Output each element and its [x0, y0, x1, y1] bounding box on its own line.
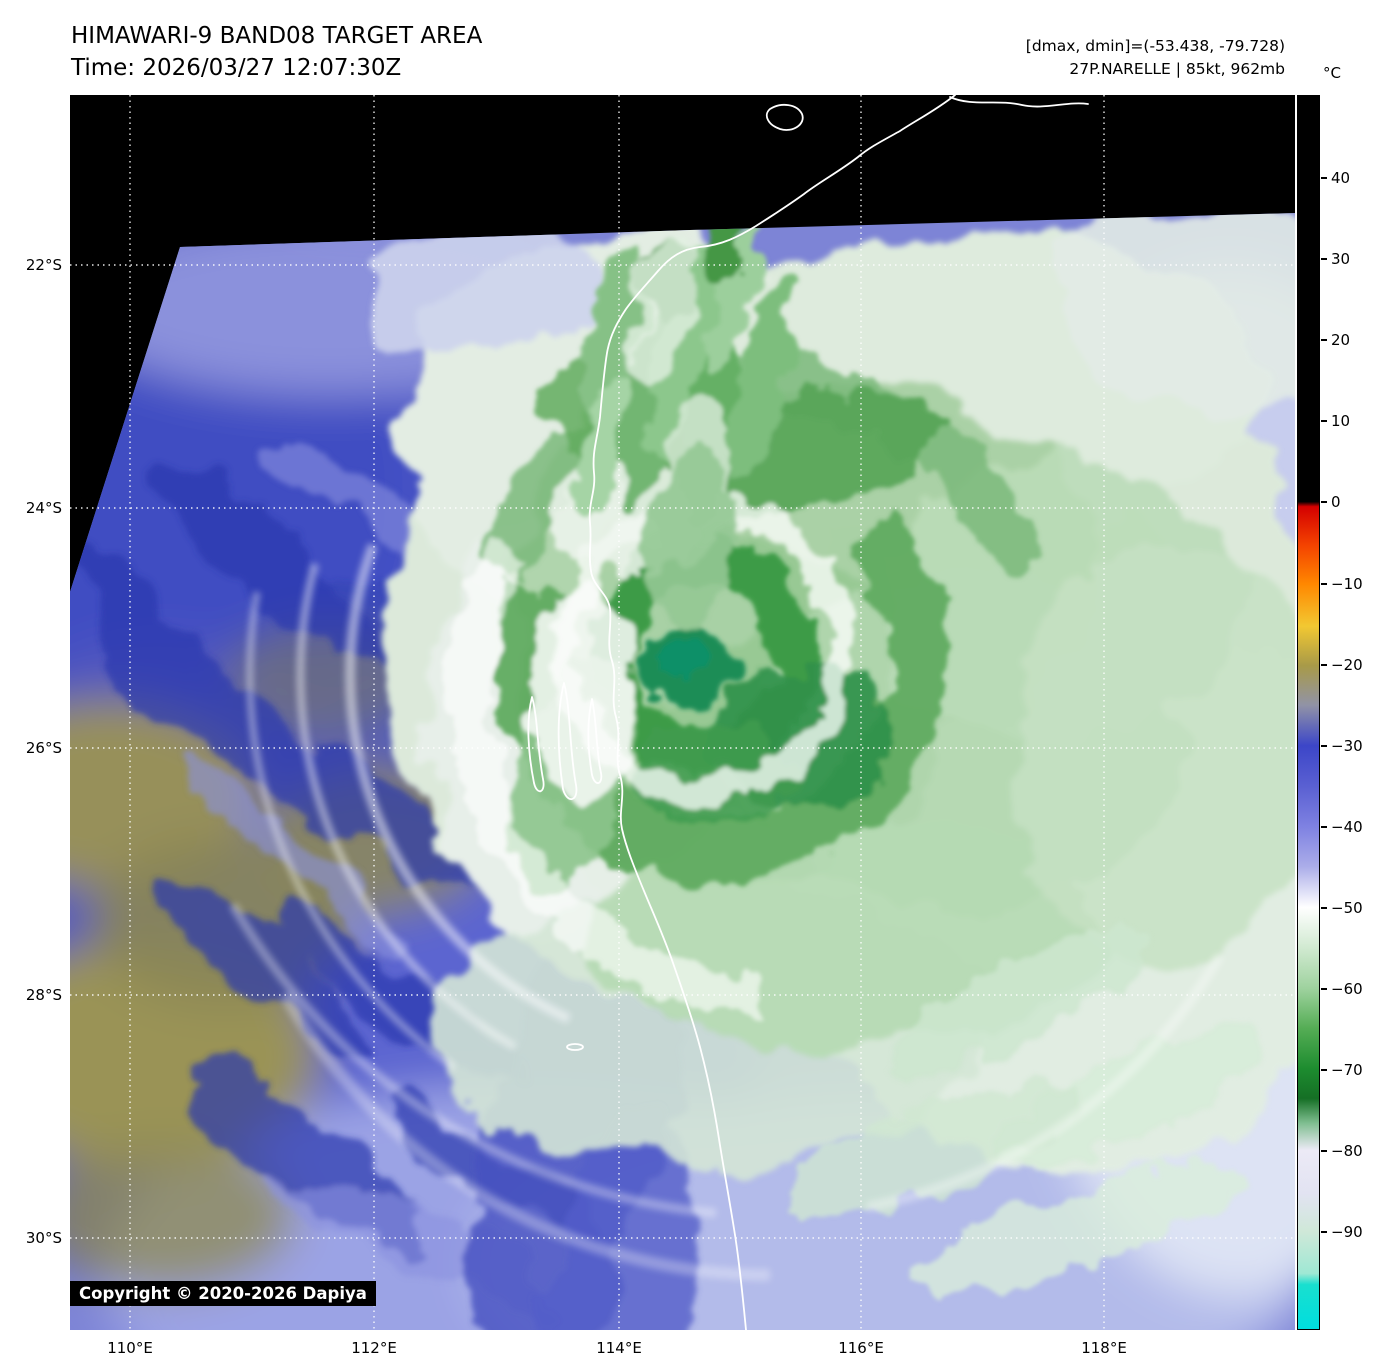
colorbar-tick-m40: −40: [1321, 818, 1363, 836]
copyright-label: Copyright © 2020-2026 Dapiya: [70, 1281, 376, 1306]
outflow-wave-arcs: [229, 543, 1225, 1281]
lon-label-118e: 118°E: [1081, 1339, 1127, 1357]
lon-label-116e: 116°E: [838, 1339, 884, 1357]
colorbar-tick-m60: −60: [1321, 980, 1363, 998]
scan-data-region: [70, 213, 1295, 1330]
colorbar-tick-m70: −70: [1321, 1061, 1363, 1079]
satellite-image-svg: [70, 95, 1295, 1330]
dmax-dmin-readout: [dmax, dmin]=(-53.438, -79.728): [1025, 37, 1285, 55]
colorbar-tick-m90: −90: [1321, 1223, 1363, 1241]
colorbar-unit-label: °C: [1323, 64, 1341, 82]
lon-label-110e: 110°E: [107, 1339, 153, 1357]
image-title: HIMAWARI-9 BAND08 TARGET AREA: [71, 23, 483, 49]
colorbar-tick-10: 10: [1320, 412, 1351, 430]
gridlines: [70, 95, 1295, 1330]
colorbar-tick-m30: −30: [1321, 737, 1363, 755]
lon-label-112e: 112°E: [351, 1339, 397, 1357]
storm-info: 27P.NARELLE | 85kt, 962mb: [1069, 60, 1285, 78]
temperature-colorbar: [1297, 95, 1320, 1330]
colorbar-tick-30: 30: [1320, 250, 1351, 268]
image-timestamp: Time: 2026/03/27 12:07:30Z: [71, 55, 402, 81]
lat-label-28s: 28°S: [25, 986, 62, 1004]
colorbar-tick-m10: −10: [1321, 575, 1363, 593]
colorbar-tick-40: 40: [1320, 169, 1351, 187]
colorbar-tick-m20: −20: [1321, 656, 1363, 674]
satellite-map: Copyright © 2020-2026 Dapiya: [70, 95, 1295, 1330]
colorbar-tick-20: 20: [1320, 331, 1351, 349]
lon-label-114e: 114°E: [596, 1339, 642, 1357]
colorbar-tick-m50: −50: [1321, 899, 1363, 917]
colorbar-tick-m80: −80: [1321, 1142, 1363, 1160]
lat-label-24s: 24°S: [25, 499, 62, 517]
lat-label-30s: 30°S: [25, 1229, 62, 1247]
lat-label-26s: 26°S: [25, 739, 62, 757]
lat-label-22s: 22°S: [25, 256, 62, 274]
colorbar-tick-0: 0: [1321, 493, 1341, 511]
coastline: [527, 95, 1089, 1330]
